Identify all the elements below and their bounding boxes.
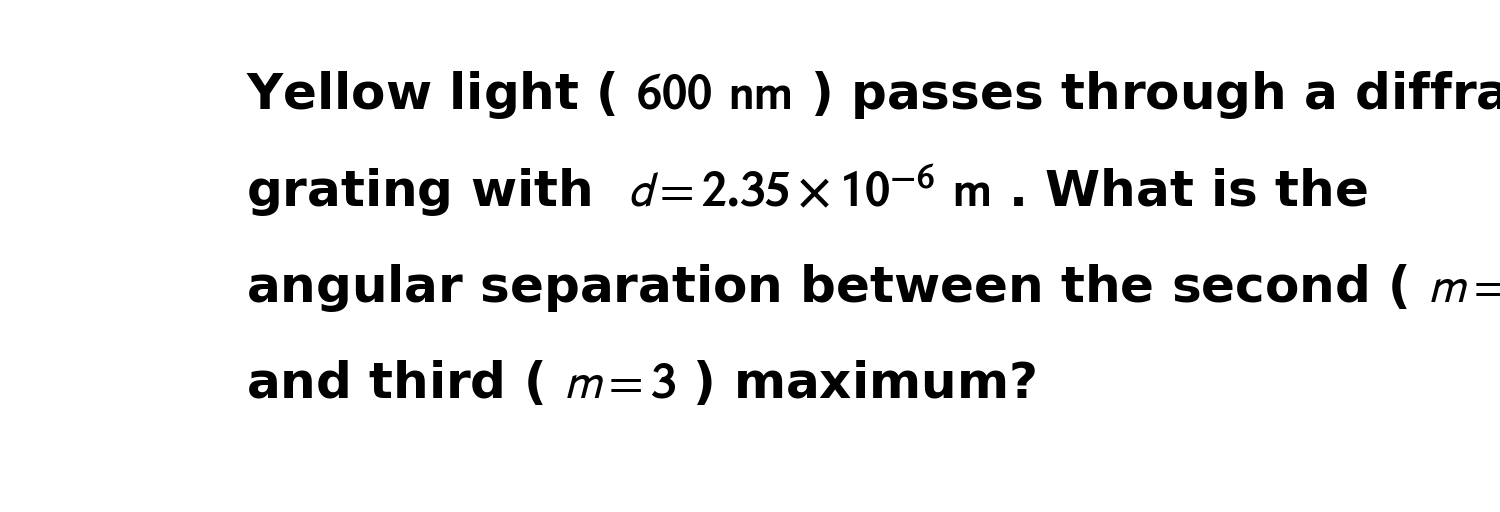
Text: angular separation between the second ( $\it{m} = \bf{2}$ ): angular separation between the second ( … bbox=[246, 262, 1500, 314]
Text: grating with  $\it{d} = \bf{2.35 \times 10^{-6}}$ $\bf{m}$ . What is the: grating with $\it{d} = \bf{2.35 \times 1… bbox=[246, 162, 1368, 219]
Text: Yellow light ( $\bf{600}$ $\bf{nm}$ ) passes through a diffraction: Yellow light ( $\bf{600}$ $\bf{nm}$ ) pa… bbox=[246, 69, 1500, 121]
Text: and third ( $\it{m} = \bf{3}$ ) maximum?: and third ( $\it{m} = \bf{3}$ ) maximum? bbox=[246, 359, 1035, 409]
